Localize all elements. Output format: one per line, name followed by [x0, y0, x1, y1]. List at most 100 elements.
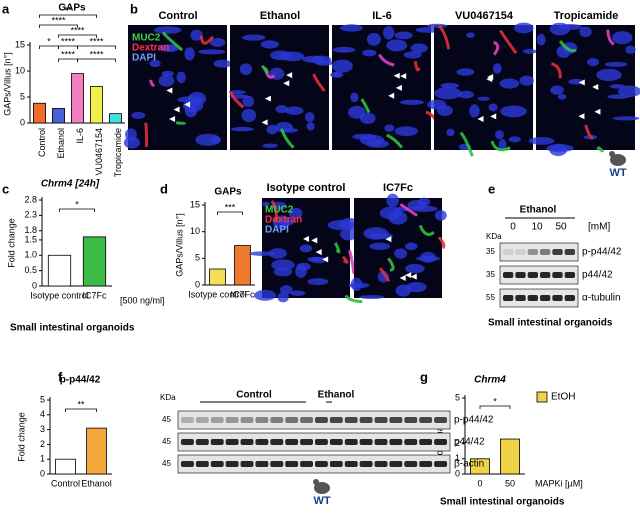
x-tick-label: Control: [51, 478, 80, 488]
kda: 45: [162, 459, 171, 468]
nuclei: [275, 105, 288, 114]
nuclei: [261, 201, 271, 206]
legend-swatch: [536, 391, 548, 403]
significance: ****: [61, 49, 76, 59]
arrowhead: [264, 95, 271, 102]
arrowhead: [410, 273, 417, 280]
nuclei: [350, 277, 363, 291]
stain: [280, 128, 295, 149]
nuclei: [310, 256, 327, 264]
blot-band: [540, 295, 551, 301]
nuclei: [158, 74, 175, 87]
blot-band: [503, 295, 514, 301]
bar: [234, 245, 251, 286]
significance-bracket: [479, 405, 511, 409]
nuclei: [466, 32, 475, 38]
stain-legend: Dextran: [132, 43, 169, 54]
kda: 45: [162, 415, 171, 424]
arrowhead: [393, 72, 400, 79]
significance-bracket: [77, 58, 116, 62]
blot-band: [374, 461, 388, 467]
bar: [109, 113, 122, 124]
nuclei: [295, 265, 307, 278]
significance: ***: [225, 202, 236, 212]
footer: Small intestinal organoids: [488, 318, 613, 329]
arrowhead: [578, 113, 585, 120]
blot-band: [359, 461, 373, 467]
nuclei: [604, 61, 628, 67]
stain: [558, 40, 577, 53]
blot-band: [419, 461, 433, 467]
nuclei: [266, 124, 279, 135]
stain: [161, 31, 184, 52]
nuclei: [262, 143, 278, 148]
kda: 35: [486, 270, 495, 279]
x-tick-label: 50: [505, 478, 515, 488]
blot-band: [225, 417, 239, 423]
bar: [86, 427, 107, 475]
blot-band: [195, 461, 209, 467]
significance-bracket: [39, 24, 78, 28]
blot-band: [255, 439, 269, 445]
nuclei: [405, 281, 427, 293]
stain: [418, 224, 435, 236]
panel-label: d: [160, 181, 168, 196]
stain-legend: Dextran: [265, 215, 302, 226]
stain: [413, 61, 421, 72]
panel-label: a: [2, 1, 10, 16]
nuclei: [253, 289, 277, 301]
note: [500 ng/ml]: [120, 295, 165, 305]
stain: [261, 64, 269, 74]
stain: [606, 29, 615, 46]
nuclei: [427, 99, 447, 110]
blot-panel: [499, 288, 579, 308]
nuclei: [161, 70, 174, 77]
nuclei: [290, 290, 306, 296]
blot-band: [300, 417, 313, 423]
blot-band: [503, 272, 514, 278]
arrowhead: [283, 80, 290, 87]
nuclei: [405, 242, 418, 251]
y-tick-label: 5: [20, 91, 25, 101]
nuclei: [369, 242, 391, 250]
stain: [386, 133, 404, 149]
significance-bracket: [217, 211, 243, 215]
nuclei: [612, 116, 640, 121]
y-tick-label: 15: [15, 39, 25, 49]
band-label: p44/42: [582, 270, 613, 281]
stain: [229, 91, 245, 109]
nuclei: [131, 111, 146, 119]
nuclei: [394, 31, 413, 40]
y-tick-label: 0: [455, 468, 460, 478]
arrowhead: [486, 76, 493, 83]
nuclei: [366, 32, 381, 46]
mouse-ear: [313, 479, 319, 485]
nuclei: [209, 37, 226, 47]
nuclei: [280, 285, 293, 295]
nuclei: [379, 206, 402, 220]
arrowhead: [395, 84, 402, 91]
nuclei: [499, 78, 520, 89]
nuclei: [332, 46, 356, 53]
significance-bracket: [77, 45, 116, 49]
micrograph: [348, 193, 447, 300]
nuclei: [285, 106, 304, 115]
y-tick-label: 0: [20, 117, 25, 127]
stain: [492, 40, 500, 56]
arrowhead: [400, 73, 407, 80]
nuclei: [307, 278, 329, 286]
significance: ****: [89, 36, 104, 46]
nuclei: [153, 26, 182, 34]
nuclei: [348, 105, 366, 119]
nuclei: [477, 96, 490, 101]
nuclei: [579, 26, 592, 37]
bar: [90, 86, 103, 124]
nuclei: [268, 248, 287, 259]
blot-group: Ethanol: [318, 390, 355, 401]
micrograph: [426, 22, 537, 157]
blot-band: [434, 461, 447, 467]
blot-band: [515, 295, 526, 301]
nuclei: [280, 51, 305, 62]
blot-band: [527, 272, 538, 278]
significance: *: [47, 36, 51, 46]
